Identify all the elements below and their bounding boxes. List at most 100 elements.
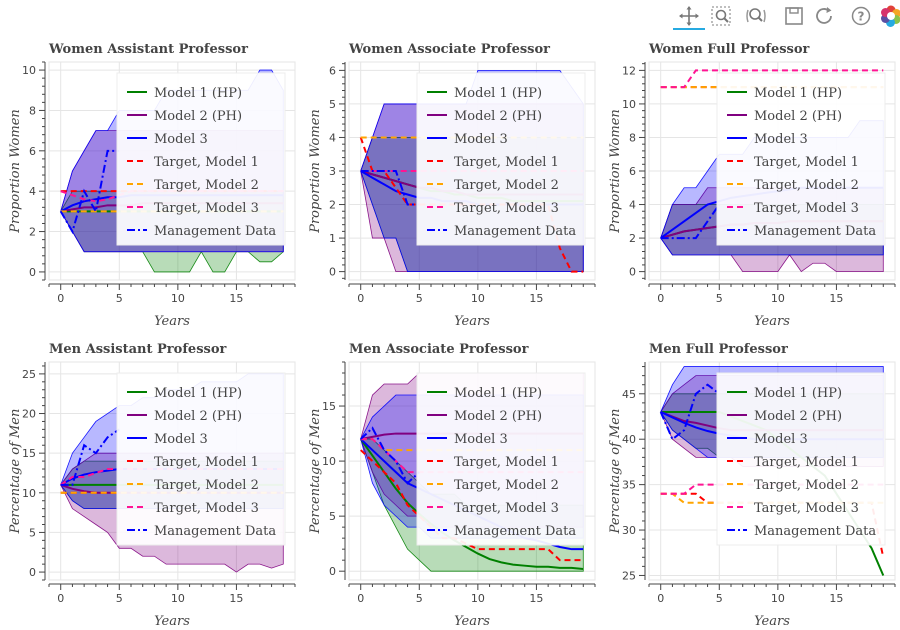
y-axis-label: Percentage of Men <box>308 409 323 535</box>
series-line-7 <box>360 426 420 485</box>
y-tick-label: 8 <box>29 104 36 117</box>
x-axis-label: Years <box>454 314 490 329</box>
legend-label: Model 2 (PH) <box>454 109 542 124</box>
legend-box <box>116 72 286 246</box>
help-button[interactable]: ? <box>849 4 873 28</box>
y-axis-label: Proportion Women <box>8 109 23 234</box>
legend-label: Target, Model 3 <box>754 501 859 516</box>
bokeh-logo-link[interactable] <box>879 4 900 28</box>
legend-box <box>716 72 886 246</box>
y-tick-label: 10 <box>622 98 636 111</box>
y-tick-label: 2 <box>29 226 36 239</box>
legend: Model 1 (HP) Model 2 (PH) Model 3 Target, M… <box>416 372 586 546</box>
legend-label: Model 3 <box>154 132 208 147</box>
x-tick-label: 0 <box>357 292 364 305</box>
x-tick-label: 15 <box>229 592 243 605</box>
legend-label: Model 3 <box>454 132 508 147</box>
legend-label: Target, Model 3 <box>454 501 559 516</box>
chart-title: Women Associate Professor <box>348 42 550 57</box>
legend-label: Management Data <box>754 524 876 539</box>
svg-text:?: ? <box>858 10 865 24</box>
x-tick-label: 5 <box>716 592 723 605</box>
y-tick-label: 6 <box>329 64 336 77</box>
x-tick-label: 5 <box>416 592 423 605</box>
y-tick-label: 4 <box>329 131 336 144</box>
x-tick-label: 10 <box>771 292 785 305</box>
y-tick-label: 12 <box>622 64 636 77</box>
x-axis-label: Years <box>454 614 490 629</box>
chart-title: Women Assistant Professor <box>48 42 248 57</box>
pan-tool-button[interactable] <box>673 4 705 30</box>
legend-box <box>416 372 586 546</box>
legend-label: Target, Model 1 <box>154 455 259 470</box>
wheel-zoom-tool-button[interactable] <box>745 4 769 28</box>
y-tick-label: 30 <box>622 524 636 537</box>
legend-label: Model 3 <box>754 132 808 147</box>
x-tick-label: 0 <box>57 592 64 605</box>
legend: Model 1 (HP) Model 2 (PH) Model 3 Target, M… <box>116 372 286 546</box>
chart-panel-2: 0 5 10 15 0 1 2 3 4 5 6 Women Associate Professor Ye… <box>308 42 596 329</box>
legend-label: Target, Model 2 <box>454 178 559 193</box>
chart-panel-3: 0 5 10 15 0 2 4 6 8 10 12 Women Full Professor Years… <box>608 42 896 329</box>
legend-label: Management Data <box>454 224 576 239</box>
legend-label: Target, Model 1 <box>454 455 559 470</box>
x-tick-label: 10 <box>771 592 785 605</box>
y-tick-label: 35 <box>622 479 636 492</box>
x-tick-label: 0 <box>357 592 364 605</box>
y-tick-label: 3 <box>329 165 336 178</box>
y-tick-label: 45 <box>622 388 636 401</box>
y-tick-label: 15 <box>322 400 336 413</box>
box-zoom-tool-button[interactable] <box>709 4 733 28</box>
y-tick-label: 40 <box>622 433 636 446</box>
legend-label: Model 3 <box>154 432 208 447</box>
x-tick-label: 10 <box>471 592 485 605</box>
legend-label: Model 2 (PH) <box>454 409 542 424</box>
legend-label: Target, Model 1 <box>754 455 859 470</box>
reset-tool-button[interactable] <box>812 4 836 28</box>
y-tick-label: 4 <box>29 185 36 198</box>
series-line-1 <box>359 438 584 570</box>
legend-label: Management Data <box>154 224 276 239</box>
chart-panel-6: 0 5 10 15 25 30 35 40 45 Men Full Professor Years P… <box>608 342 896 629</box>
legend-label: Management Data <box>154 524 276 539</box>
legend: Model 1 (HP) Model 2 (PH) Model 3 Target, M… <box>716 72 886 246</box>
y-tick-label: 10 <box>22 64 36 77</box>
legend-label: Management Data <box>754 224 876 239</box>
x-tick-label: 5 <box>116 292 123 305</box>
y-tick-label: 0 <box>629 266 636 279</box>
legend: Model 1 (HP) Model 2 (PH) Model 3 Target, M… <box>416 72 586 246</box>
legend-label: Model 3 <box>454 432 508 447</box>
y-tick-label: 0 <box>329 266 336 279</box>
y-tick-label: 5 <box>329 510 336 523</box>
x-tick-label: 0 <box>657 292 664 305</box>
y-tick-label: 25 <box>22 368 36 381</box>
save-tool-button[interactable] <box>782 4 806 28</box>
legend-label: Model 3 <box>754 432 808 447</box>
series-line-7 <box>59 149 120 235</box>
legend-label: Model 2 (PH) <box>154 409 242 424</box>
legend-label: Target, Model 2 <box>754 178 859 193</box>
x-tick-label: 5 <box>116 592 123 605</box>
legend-label: Model 1 (HP) <box>454 386 542 401</box>
wheel-zoom-icon <box>746 8 766 23</box>
pan-icon <box>679 6 699 26</box>
y-axis-label: Percentage of Men <box>8 409 23 535</box>
legend-label: Target, Model 3 <box>454 201 559 216</box>
y-tick-label: 0 <box>29 566 36 579</box>
y-tick-label: 10 <box>22 487 36 500</box>
legend-box <box>416 72 586 246</box>
x-axis-label: Years <box>154 614 190 629</box>
legend-label: Target, Model 2 <box>154 178 259 193</box>
y-axis-label: Proportion Women <box>308 109 323 234</box>
x-axis-label: Years <box>154 314 190 329</box>
legend-label: Model 1 (HP) <box>154 386 242 401</box>
x-tick-label: 10 <box>171 592 185 605</box>
legend-label: Target, Model 3 <box>754 201 859 216</box>
y-tick-label: 20 <box>22 408 36 421</box>
y-tick-label: 6 <box>629 165 636 178</box>
save-icon <box>785 7 803 25</box>
x-tick-label: 15 <box>829 592 843 605</box>
legend-label: Management Data <box>454 524 576 539</box>
y-tick-label: 2 <box>629 232 636 245</box>
